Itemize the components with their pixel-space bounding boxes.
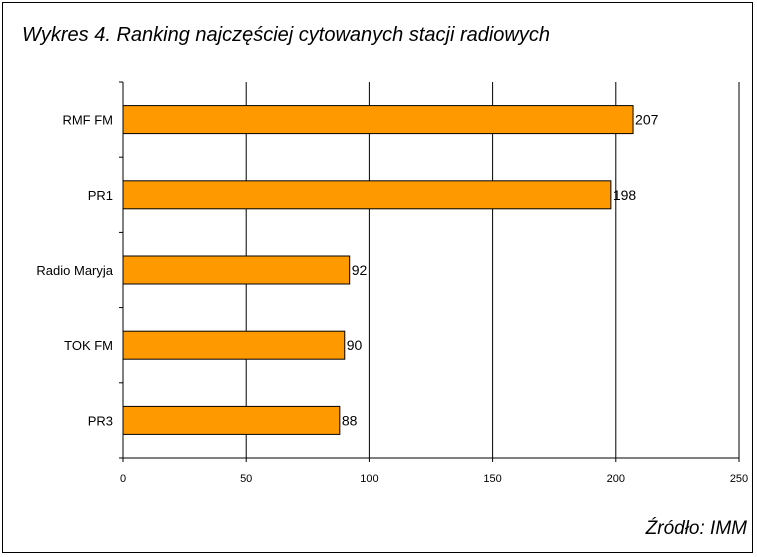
bar-4 xyxy=(122,405,341,435)
x-tick-label-4: 200 xyxy=(607,473,625,485)
value-label-4: 88 xyxy=(342,412,358,428)
x-tick-label-1: 50 xyxy=(240,473,252,485)
category-label-0: RMF FM xyxy=(62,113,113,128)
x-tick-label-0: 0 xyxy=(120,473,126,485)
bar-2 xyxy=(122,255,351,285)
category-label-2: Radio Maryja xyxy=(36,263,113,278)
bar-0 xyxy=(122,105,634,135)
x-tick-label-3: 150 xyxy=(483,473,501,485)
category-label-4: PR3 xyxy=(88,413,113,428)
value-label-0: 207 xyxy=(635,112,659,128)
bar-1 xyxy=(122,180,612,210)
x-tick-label-5: 250 xyxy=(730,473,748,485)
value-label-1: 198 xyxy=(613,187,637,203)
x-tick-label-2: 100 xyxy=(360,473,378,485)
category-label-3: TOK FM xyxy=(64,338,113,353)
category-label-1: PR1 xyxy=(88,188,113,203)
bar-3 xyxy=(122,330,346,360)
chart-title: Wykres 4. Ranking najczęściej cytowanych… xyxy=(22,24,550,46)
value-label-3: 90 xyxy=(347,337,363,353)
value-label-2: 92 xyxy=(352,262,368,278)
chart-source: Źródło: IMM xyxy=(645,518,747,539)
